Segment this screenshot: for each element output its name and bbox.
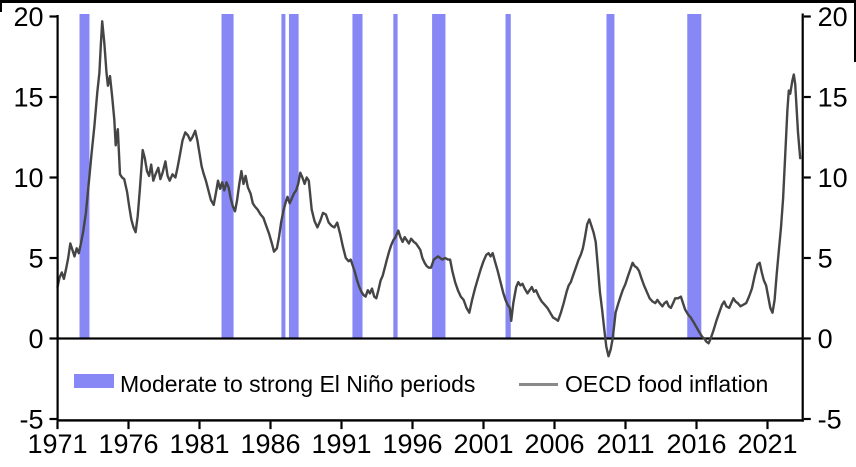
left-axis-tick-label: 5 (28, 244, 43, 274)
legend-band-label: Moderate to strong El Niño periods (120, 371, 476, 397)
right-axis (801, 13, 804, 422)
el-nino-band (79, 14, 90, 338)
left-axis (56, 15, 59, 422)
left-axis-tick-label: 20 (13, 2, 43, 32)
oecd-food-inflation-line (56, 20, 802, 358)
el-nino-band (288, 14, 299, 338)
right-axis-tick (803, 256, 811, 260)
x-axis-tick (269, 421, 272, 430)
x-axis-tick (340, 421, 343, 430)
image-border-top (0, 0, 856, 3)
x-axis-tick (624, 421, 627, 430)
left-axis-tick (49, 15, 57, 18)
x-axis-tick-label: 2021 (737, 429, 797, 459)
left-axis-tick (49, 95, 57, 99)
right-axis-tick-label: 20 (818, 2, 848, 32)
x-axis-tick-label: 1996 (382, 429, 442, 459)
x-axis-tick (411, 421, 414, 430)
right-axis-tick-label: 15 (818, 83, 848, 113)
left-axis-tick-label: 15 (13, 83, 43, 113)
x-axis-tick-label: 2001 (453, 429, 513, 459)
left-axis-tick-label: -5 (19, 405, 43, 435)
image-border-right (854, 0, 856, 62)
x-axis-tick-label: 2016 (666, 429, 726, 459)
right-axis-tick (803, 176, 811, 179)
x-axis-tick (553, 421, 556, 430)
x-axis-tick (482, 421, 485, 430)
x-axis-tick (127, 421, 130, 430)
left-axis-tick-label: 0 (28, 324, 43, 354)
left-axis-tick-label: 10 (13, 163, 43, 193)
x-axis-tick (198, 421, 201, 430)
image-border-left (0, 0, 2, 12)
left-axis-tick (49, 176, 57, 179)
x-axis-tick (695, 421, 698, 430)
left-axis-tick (49, 337, 57, 340)
left-axis-tick (49, 417, 57, 421)
x-axis-tick (56, 421, 59, 430)
x-axis-tick-label: 1981 (169, 429, 229, 459)
right-axis-tick-label: -5 (818, 405, 842, 435)
legend-line-label: OECD food inflation (565, 371, 769, 397)
zero-line (56, 337, 804, 340)
right-axis-tick (803, 15, 811, 18)
right-axis-tick-label: 10 (818, 163, 848, 193)
el-nino-band-swatch-icon (74, 374, 114, 388)
el-nino-band (393, 14, 398, 338)
right-axis-tick (803, 417, 811, 421)
x-axis-tick-label: 1991 (311, 429, 371, 459)
el-nino-band (505, 14, 511, 338)
x-axis-tick (766, 421, 769, 430)
el-nino-band (352, 14, 363, 338)
x-axis-tick-label: 1986 (240, 429, 300, 459)
el-nino-band (221, 14, 234, 338)
left-axis-tick (49, 256, 57, 260)
right-axis-tick-label: 0 (818, 324, 833, 354)
x-axis-tick-label: 1976 (98, 429, 158, 459)
right-axis-tick (803, 95, 811, 99)
inflation-line-swatch-icon (519, 383, 558, 386)
el-nino-band (432, 14, 446, 338)
el-nino-band (606, 14, 615, 338)
right-axis-tick-label: 5 (818, 244, 833, 274)
x-axis-tick-label: 2011 (596, 429, 654, 459)
bottom-axis (56, 419, 804, 422)
el-nino-band (281, 14, 286, 338)
el-nino-band (687, 14, 702, 338)
x-axis-tick-label: 1971 (27, 429, 87, 459)
x-axis-tick-label: 2006 (524, 429, 584, 459)
right-axis-tick (803, 337, 811, 340)
